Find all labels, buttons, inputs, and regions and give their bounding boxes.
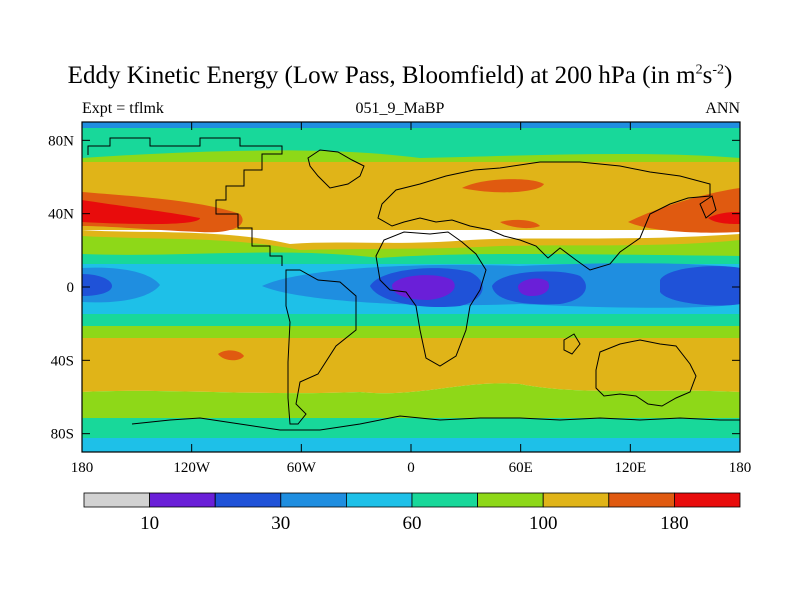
lon-tick-label: 180 <box>729 460 752 476</box>
contour-field <box>82 122 740 452</box>
colorbar-box <box>411 492 478 508</box>
coast-australia <box>595 339 697 407</box>
band-south-green <box>82 326 740 340</box>
lat-tick-label: 80N <box>48 133 74 149</box>
colorbar-box <box>280 492 347 508</box>
band-mid-south <box>82 338 740 394</box>
lat-tick-label: 40S <box>51 353 74 369</box>
coastlines <box>87 137 740 431</box>
coast-madagascar <box>563 333 581 355</box>
coast-antarctica <box>131 415 740 431</box>
band-subtropic-teal <box>82 252 740 266</box>
colorbar-box <box>345 492 413 508</box>
longitude-axis: 180 120W 60W 0 60E 120E 180 <box>71 122 752 476</box>
jet-south-pacific <box>218 350 244 361</box>
lat-tick-label: 80S <box>51 427 74 443</box>
colorbar-label: 10 <box>140 513 159 534</box>
jet-asia-north <box>628 188 740 233</box>
lat-tick-label: 0 <box>67 280 75 296</box>
colorbar-label: 100 <box>529 513 558 534</box>
band-arctic-green <box>82 150 740 162</box>
coast-africa <box>375 231 487 367</box>
coast-japan <box>699 195 717 219</box>
experiment-label: Expt = tflmk <box>82 100 164 117</box>
lon-tick-label: 60E <box>509 460 533 476</box>
jet-eurasia <box>462 179 544 193</box>
map-title: Eddy Kinetic Energy (Low Pass, Bloomfiel… <box>67 62 733 89</box>
colorbar-label: 30 <box>271 513 290 534</box>
coast-south-america <box>285 269 357 425</box>
jet-mideast <box>500 219 540 229</box>
lon-tick-label: 120W <box>173 460 211 476</box>
colorbar-box <box>608 492 675 508</box>
coast-north-america <box>87 137 283 266</box>
season-label: ANN <box>705 100 740 117</box>
coast-greenland <box>307 149 365 189</box>
lon-tick-label: 0 <box>407 460 415 476</box>
lon-tick-label: 180 <box>71 460 94 476</box>
colorbar-label: 60 <box>403 513 422 534</box>
coast-eurasia <box>377 161 711 271</box>
band-south-teal <box>82 314 740 328</box>
band-south-green2 <box>82 383 740 418</box>
lat-tick-label: 40N <box>48 207 74 223</box>
lon-tick-label: 120E <box>614 460 646 476</box>
lon-tick-label: 60W <box>287 460 317 476</box>
colorbar: 10 30 60 100 180 <box>83 492 741 534</box>
colorbar-box <box>674 492 741 508</box>
colorbar-box <box>214 492 282 508</box>
band-antarctic <box>82 418 740 438</box>
colorbar-label: 180 <box>660 513 689 534</box>
run-label: 051_9_MaBP <box>355 100 445 117</box>
band-subtropic-green <box>82 236 740 258</box>
latitude-axis: 80N 40N 0 40S 80S <box>48 133 740 443</box>
core-indian-min <box>518 278 550 296</box>
core-pacific-east <box>660 266 740 306</box>
colorbar-box <box>83 492 150 508</box>
jet-pacific-north-max <box>82 200 200 225</box>
jet-asia-north-max <box>708 212 740 224</box>
colorbar-box <box>542 492 610 508</box>
core-pacific-west-deep <box>82 274 112 296</box>
colorbar-box <box>149 492 216 508</box>
colorbar-box <box>477 492 544 508</box>
